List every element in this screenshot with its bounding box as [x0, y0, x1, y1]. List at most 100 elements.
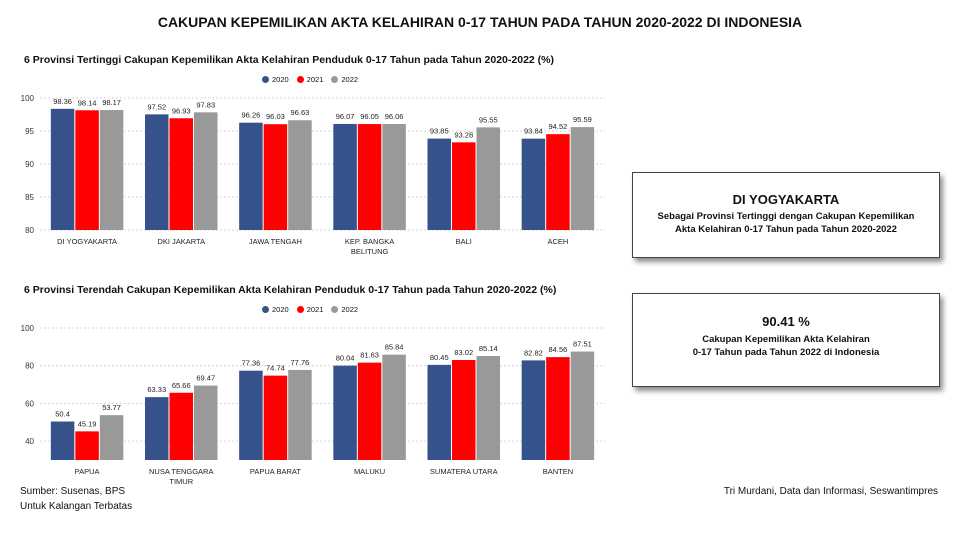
data-label: 87.51	[573, 340, 592, 349]
bar-2021-1	[169, 392, 193, 460]
legend-2022: 2022	[331, 75, 358, 84]
bar-2021-2	[263, 375, 288, 460]
bar-2022-2	[288, 120, 312, 230]
y-tick-label: 80	[25, 362, 34, 371]
chart-2-title: 6 Provinsi Terendah Cakupan Kepemilikan …	[24, 284, 557, 296]
data-label: 65.66	[172, 381, 191, 390]
y-tick-label: 100	[21, 324, 35, 333]
bar-2022-1	[194, 385, 218, 460]
legend-dot-2022-icon	[331, 306, 339, 313]
legend-2020: 2020	[262, 75, 289, 84]
data-label: 80.04	[336, 354, 355, 363]
legend-dot-2020-icon	[262, 76, 269, 83]
chart-1-title: 6 Provinsi Tertinggi Cakupan Kepemilikan…	[24, 54, 554, 66]
bar-2020-5	[521, 360, 546, 460]
data-label: 97.52	[147, 102, 166, 111]
bar-2021-4	[452, 360, 476, 460]
bar-2020-4	[427, 138, 451, 230]
data-label: 84.56	[549, 345, 568, 354]
data-label: 77.76	[291, 358, 310, 367]
data-label: 95.55	[479, 115, 498, 124]
data-label: 96.06	[385, 112, 404, 121]
bar-2020-3	[333, 123, 357, 230]
data-label: 96.93	[172, 106, 191, 115]
bar-2022-3	[382, 124, 406, 230]
category-label: MALUKU	[354, 467, 385, 476]
category-label: PAPUA	[75, 467, 100, 476]
data-label: 98.17	[102, 98, 121, 107]
bar-2020-1	[145, 397, 169, 460]
bar-2022-4	[476, 356, 500, 460]
highlight-card-national-coverage: 90.41 % Cakupan Kepemilikan Akta Kelahir…	[632, 293, 940, 387]
y-tick-label: 40	[25, 437, 34, 446]
data-label: 69.47	[196, 374, 215, 383]
data-label: 50.4	[55, 410, 70, 419]
chart-1-legend: 2020 2021 2022	[262, 75, 358, 84]
legend-2021: 2021	[296, 75, 323, 84]
y-tick-label: 80	[25, 226, 34, 235]
footer-author: Tri Murdani, Data dan Informasi, Seswant…	[723, 486, 938, 497]
chart-2-bottom-provinces: 40 60 80 100 50.4 45.19 53.77 PAPUA 63.33 65.66 69…	[21, 324, 605, 486]
chart-1-top-provinces: 80 85 90 95 100 98.36 98.14 98.17 DI YOGYAKARTA 9…	[21, 94, 605, 256]
y-tick-label: 60	[25, 399, 34, 408]
bar-2022-0	[99, 415, 124, 460]
card-1-line-1: Sebagai Provinsi Tertinggi dengan Cakupa…	[657, 211, 915, 222]
data-label: 97.83	[196, 100, 215, 109]
card-2-value: 90.41 %	[762, 314, 810, 329]
card-1-line-2: Akta Kelahiran 0-17 Tahun pada Tahun 202…	[675, 224, 897, 235]
data-label: 94.52	[549, 122, 568, 131]
bar-2020-4	[427, 364, 451, 460]
category-label: BANTEN	[543, 467, 573, 476]
bar-2022-0	[99, 110, 124, 230]
category-label: DI YOGYAKARTA	[57, 237, 117, 246]
bar-2021-3	[357, 362, 382, 460]
data-label: 74.74	[266, 364, 285, 373]
legend-dot-2022-icon	[331, 76, 339, 83]
bar-2021-5	[546, 357, 570, 460]
footer-source: Sumber: Susenas, BPS	[20, 486, 126, 497]
data-label: 45.19	[78, 419, 97, 428]
bar-2020-0	[50, 108, 75, 230]
data-label: 98.36	[53, 97, 72, 106]
legend-2020: 2020	[262, 305, 289, 314]
data-label: 96.05	[360, 112, 379, 121]
bar-2022-4	[476, 127, 500, 230]
bar-2020-5	[521, 138, 546, 230]
data-label: 93.84	[524, 127, 543, 136]
data-label: 81.63	[360, 351, 379, 360]
data-label: 85.84	[385, 343, 404, 352]
bar-2022-2	[288, 369, 312, 460]
bar-2021-4	[452, 142, 476, 230]
data-label: 96.07	[336, 112, 355, 121]
footer-note: Untuk Kalangan Terbatas	[20, 501, 133, 512]
bar-2020-0	[50, 421, 75, 460]
bar-2021-3	[357, 124, 382, 230]
data-label: 96.26	[242, 111, 261, 120]
data-label: 83.02	[454, 348, 473, 357]
legend-dot-2021-icon	[296, 306, 304, 313]
legend-2021: 2021	[296, 305, 323, 314]
data-label: 85.14	[479, 344, 498, 353]
bar-2022-1	[194, 112, 218, 230]
y-tick-label: 100	[21, 94, 35, 103]
bar-2022-5	[570, 127, 595, 230]
data-label: 96.03	[266, 112, 285, 121]
bar-2022-5	[570, 351, 595, 460]
category-label: JAWA TENGAH	[249, 237, 302, 246]
card-1-title: DI YOGYAKARTA	[732, 192, 840, 207]
data-label: 95.59	[573, 115, 592, 124]
bar-2021-5	[546, 134, 570, 230]
y-tick-label: 95	[25, 127, 34, 136]
y-tick-label: 85	[25, 193, 34, 202]
category-label: PAPUA BARAT	[250, 467, 301, 476]
y-tick-label: 90	[25, 160, 34, 169]
bar-2020-3	[333, 365, 357, 460]
chart-2-legend: 2020 2021 2022	[262, 305, 358, 314]
bar-2020-2	[239, 370, 263, 460]
bar-2020-2	[239, 122, 263, 230]
legend-dot-2020-icon	[262, 306, 269, 313]
bar-2021-0	[75, 110, 99, 230]
category-label: KEP. BANGKA	[345, 237, 394, 246]
main-title: CAKUPAN KEPEMILIKAN AKTA KELAHIRAN 0-17 …	[157, 14, 803, 30]
data-label: 53.77	[102, 403, 121, 412]
